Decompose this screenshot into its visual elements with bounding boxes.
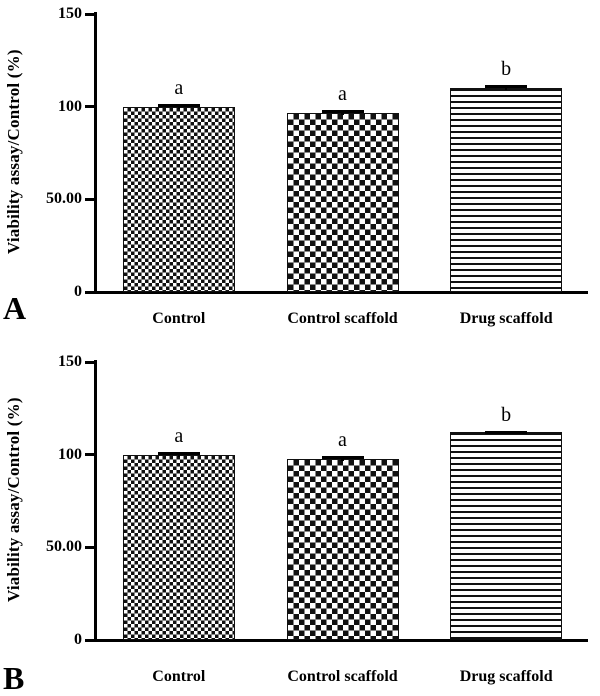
y-axis-label: Viability assay/Control (%) [4,49,23,255]
significance-letter: b [501,403,512,426]
bar [122,106,235,292]
y-tick-label: 50.00 [46,538,82,556]
y-tick-label: 0 [74,283,82,300]
x-category-label: Drug scaffold [459,310,553,327]
chart-panel-b: Viability assay/Control (%) 0 50.00 100 150… [0,348,600,696]
error-bar [317,455,369,462]
x-category-labels: Control Control scaffold Drug scaffold [97,668,588,690]
y-tick-label: 150 [58,353,82,370]
y-tick-mark [85,545,94,549]
y-tick-label: 100 [58,97,82,115]
error-bar-stem [341,110,344,116]
bar [450,432,563,640]
error-bar [317,110,369,116]
error-bar-stem [177,451,181,457]
plot-area: 0 50.00 100 150 a a b [46,353,588,648]
x-category-labels: Control Control scaffold Drug scaffold [97,310,588,332]
y-tick-label: 50.00 [46,190,82,208]
significance-letter: a [174,424,184,447]
y-tick-mark [85,290,94,294]
error-bar [480,85,532,91]
significance-letter: a [338,428,347,451]
error-bar-stem [504,430,508,435]
significance-letter: a [338,83,347,106]
bar [286,459,399,640]
y-axis-line [94,12,97,293]
plot-area: 0 50.00 100 150 a a b [46,5,588,300]
y-ticks: 0 50.00 100 150 [46,5,588,300]
significance-letter: b [501,58,512,81]
bars-layer: a a b [97,362,588,640]
panel-letter: A [3,290,27,326]
bar [122,454,235,640]
error-bar-stem [504,85,508,91]
error-bar-stem [177,103,181,109]
y-tick-mark [85,197,94,201]
error-bar [480,430,532,435]
bar [450,88,563,292]
y-tick-label: 0 [74,631,82,648]
y-axis-line [94,360,97,641]
y-tick-mark [85,12,94,16]
x-category-label: Control scaffold [287,668,398,685]
y-tick-mark [85,453,94,457]
y-tick-mark [85,360,94,364]
error-bar [153,451,205,457]
y-tick-mark [85,105,94,109]
significance-letter: a [174,76,184,99]
panel-letter: B [3,660,25,696]
x-axis-line [94,291,588,294]
y-ticks: 0 50.00 100 150 [46,353,588,648]
error-bar-stem [341,455,344,462]
y-tick-label: 150 [58,5,82,22]
x-category-label: Control scaffold [287,310,398,327]
x-axis-line [94,639,588,642]
y-axis-label: Viability assay/Control (%) [4,397,23,603]
bars-layer: a a b [97,14,588,292]
error-bar [153,103,205,109]
x-category-label: Control [152,668,206,685]
chart-panel-a: Viability assay/Control (%) 0 50.00 100 150… [3,5,588,332]
bar [286,113,399,292]
y-tick-label: 100 [58,445,82,463]
y-tick-mark [85,638,94,642]
x-category-label: Control [152,310,206,327]
x-category-label: Drug scaffold [459,668,553,685]
